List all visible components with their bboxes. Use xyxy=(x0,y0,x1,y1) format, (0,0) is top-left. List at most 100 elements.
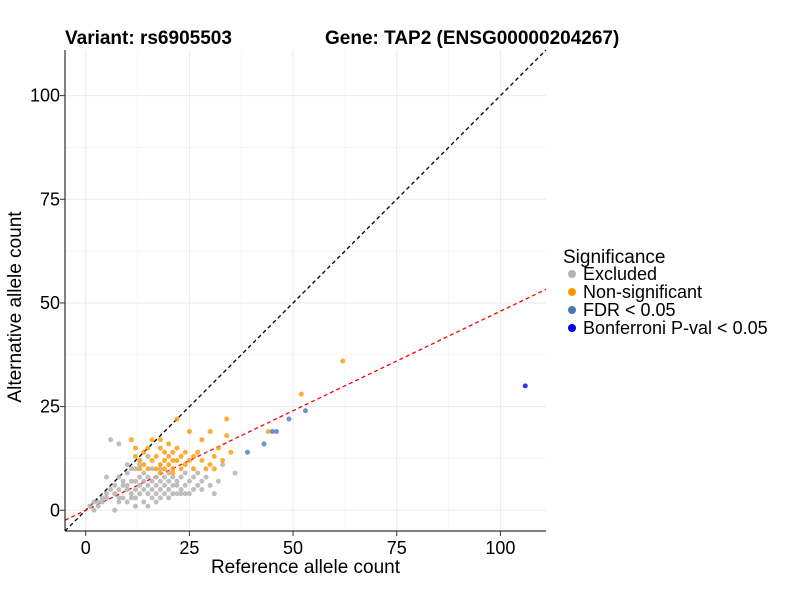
data-point-nonsig xyxy=(224,416,230,422)
data-point-nonsig xyxy=(132,453,138,459)
data-point-excluded xyxy=(211,491,217,497)
legend-marker-nonsig xyxy=(568,288,576,296)
data-point-bonf xyxy=(522,383,528,389)
data-point-excluded xyxy=(157,466,163,472)
data-point-excluded xyxy=(199,487,205,493)
data-point-excluded xyxy=(99,495,105,501)
x-axis-label: Reference allele count xyxy=(211,557,401,578)
data-point-excluded xyxy=(145,474,151,480)
data-point-excluded xyxy=(203,474,209,480)
data-point-nonsig xyxy=(170,458,176,464)
data-point-nonsig xyxy=(166,453,172,459)
data-point-excluded xyxy=(124,487,130,493)
data-point-excluded xyxy=(149,495,155,501)
data-points xyxy=(87,358,528,513)
data-point-excluded xyxy=(124,482,130,488)
data-point-excluded xyxy=(157,495,163,501)
data-point-nonsig xyxy=(207,428,213,434)
data-point-nonsig xyxy=(145,445,151,451)
data-point-excluded xyxy=(128,495,134,501)
data-point-nonsig xyxy=(170,470,176,476)
data-point-excluded xyxy=(186,478,192,484)
data-point-nonsig xyxy=(162,449,168,455)
data-point-excluded xyxy=(141,499,147,505)
data-point-nonsig xyxy=(162,466,168,472)
data-point-excluded xyxy=(153,474,159,480)
data-point-nonsig xyxy=(298,391,304,397)
data-point-nonsig xyxy=(228,449,234,455)
data-point-nonsig xyxy=(166,462,172,468)
data-point-excluded xyxy=(220,462,226,468)
data-point-excluded xyxy=(141,470,147,476)
data-point-excluded xyxy=(120,478,126,484)
data-point-excluded xyxy=(116,495,122,501)
data-point-nonsig xyxy=(149,458,155,464)
legend-marker-bonf xyxy=(568,324,576,332)
data-point-nonsig xyxy=(132,445,138,451)
legend: Significance ExcludedNon-significantFDR … xyxy=(563,247,768,338)
data-point-excluded xyxy=(116,474,122,480)
data-point-excluded xyxy=(182,482,188,488)
data-point-excluded xyxy=(108,437,114,443)
data-point-fdr xyxy=(273,428,279,434)
data-point-excluded xyxy=(166,487,172,493)
grid xyxy=(65,50,546,531)
data-point-nonsig xyxy=(141,462,147,468)
data-point-nonsig xyxy=(157,462,163,468)
data-point-excluded xyxy=(103,491,109,497)
legend-marker-excluded xyxy=(568,270,576,278)
data-point-nonsig xyxy=(211,453,217,459)
data-point-excluded xyxy=(112,482,118,488)
data-point-nonsig xyxy=(145,466,151,472)
data-point-excluded xyxy=(178,487,184,493)
data-point-fdr xyxy=(269,428,275,434)
data-point-excluded xyxy=(141,487,147,493)
data-point-excluded xyxy=(174,491,180,497)
data-point-nonsig xyxy=(137,466,143,472)
data-point-excluded xyxy=(186,491,192,497)
data-point-nonsig xyxy=(166,441,172,447)
data-point-nonsig xyxy=(199,458,205,464)
data-point-nonsig xyxy=(170,466,176,472)
data-point-nonsig xyxy=(157,437,163,443)
data-point-excluded xyxy=(132,466,138,472)
legend-label-fdr: FDR < 0.05 xyxy=(583,300,676,320)
data-point-excluded xyxy=(137,482,143,488)
data-point-excluded xyxy=(116,487,122,493)
data-point-excluded xyxy=(191,487,197,493)
data-point-nonsig xyxy=(170,449,176,455)
data-point-fdr xyxy=(303,408,308,414)
reference-line-fitted xyxy=(64,288,547,521)
data-point-excluded xyxy=(132,487,138,493)
legend-label-bonf: Bonferroni P-val < 0.05 xyxy=(583,318,768,338)
y-tick-label: 25 xyxy=(40,397,60,417)
data-point-excluded xyxy=(215,478,221,484)
legend-label-nonsig: Non-significant xyxy=(583,282,702,302)
y-tick-label: 0 xyxy=(50,500,60,520)
data-point-excluded xyxy=(149,466,155,472)
data-point-excluded xyxy=(145,482,151,488)
data-point-excluded xyxy=(103,495,109,501)
data-point-excluded xyxy=(157,487,163,493)
data-point-nonsig xyxy=(157,470,163,476)
data-point-excluded xyxy=(103,474,109,480)
data-point-excluded xyxy=(153,491,159,497)
data-point-excluded xyxy=(112,491,118,497)
x-tick-label: 75 xyxy=(387,538,407,558)
data-point-excluded xyxy=(232,470,238,476)
y-tick-label: 75 xyxy=(40,189,60,209)
chart-title-variant: Variant: rs6905503 xyxy=(65,28,232,49)
axis-ticks: 0 25 50 75 100 0 25 50 75 100 xyxy=(30,86,515,558)
data-point-nonsig xyxy=(186,428,192,434)
data-point-excluded xyxy=(178,474,184,480)
data-point-nonsig xyxy=(149,437,155,443)
data-point-nonsig xyxy=(178,466,184,472)
data-point-nonsig xyxy=(224,433,230,439)
data-point-nonsig xyxy=(153,453,159,459)
data-point-excluded xyxy=(91,507,97,513)
data-point-excluded xyxy=(91,499,97,505)
data-point-excluded xyxy=(116,441,122,447)
data-point-excluded xyxy=(166,495,172,501)
data-point-excluded xyxy=(149,478,155,484)
